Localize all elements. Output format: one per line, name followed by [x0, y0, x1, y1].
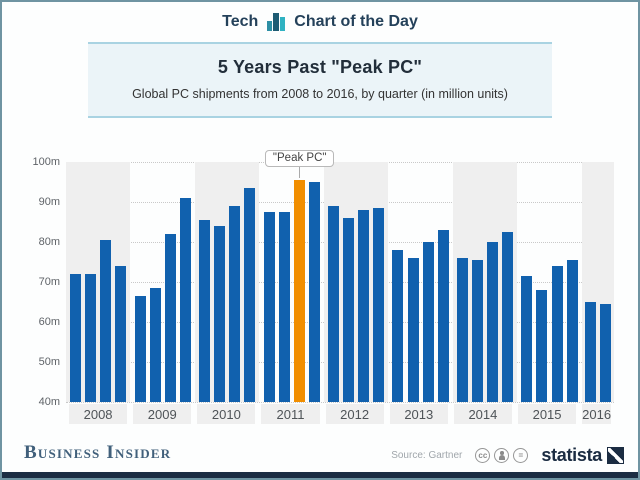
x-year-cell-2012: 2012: [323, 404, 387, 424]
plot-area: [66, 162, 614, 403]
bar-2010-q1: [199, 220, 211, 402]
bar-2012-q1: [327, 206, 339, 402]
year-group-2014: [452, 162, 518, 402]
bar-2010-q3: [229, 206, 241, 402]
business-insider-logo: Business Insider: [24, 442, 172, 463]
x-year-cell-2015: 2015: [515, 404, 579, 424]
bar-groups: [66, 162, 614, 402]
statista-logo-mark: [607, 447, 624, 464]
year-group-2010: [194, 162, 260, 402]
bar-2014-q2: [472, 260, 483, 402]
footer: Business Insider Source: Gartner cc = st…: [2, 430, 638, 470]
header-section-label: Tech: [222, 13, 259, 30]
bar-2011-q2: [278, 212, 290, 402]
bar-2011-q4: [308, 182, 320, 402]
creative-commons-icons: cc =: [475, 448, 529, 463]
y-tick-label: 50m: [38, 356, 60, 368]
bar-2010-q2: [214, 226, 226, 402]
bar-2013-q4: [437, 230, 449, 402]
y-tick-label: 70m: [38, 276, 60, 288]
x-year-cell-2013: 2013: [387, 404, 451, 424]
y-tick-label: 100m: [32, 156, 60, 168]
x-year-cell-2009: 2009: [130, 404, 194, 424]
header: Tech Chart of the Day: [2, 9, 638, 35]
bar-2014-q1: [456, 258, 468, 402]
year-group-2016: [581, 162, 614, 402]
bar-2012-q2: [343, 218, 355, 402]
bar-2010-q4: [244, 188, 256, 402]
header-title: Chart of the Day: [294, 13, 418, 30]
source-credit: Source: Gartner: [391, 450, 463, 461]
statista-logo-text: statista: [541, 445, 602, 465]
bar-2014-q3: [487, 242, 499, 402]
by-person-icon: [494, 448, 510, 463]
y-tick-label: 90m: [38, 196, 60, 208]
chart-subtitle: Global PC shipments from 2008 to 2016, b…: [132, 87, 508, 101]
bar-2013-q2: [407, 258, 419, 402]
bar-2011-q3-peak: [293, 180, 305, 402]
bar-2015-q3: [551, 266, 563, 402]
y-tick-label: 40m: [38, 396, 60, 408]
cc-icon: cc: [475, 448, 491, 463]
bar-2016-q1: [585, 302, 597, 402]
year-group-2008: [66, 162, 131, 402]
chart-title: 5 Years Past "Peak PC": [217, 57, 423, 77]
year-group-2009: [130, 162, 194, 402]
bar-2009-q1: [134, 296, 146, 402]
bar-2009-q4: [179, 198, 191, 402]
x-axis-year-band: 2008 2009 2010 2011 2012 2013 2014 2015 2016: [66, 404, 614, 424]
bar-2016-q2: [599, 304, 611, 402]
bar-2012-q4: [373, 208, 385, 402]
year-group-2012: [323, 162, 389, 402]
bar-2011-q1: [263, 212, 275, 402]
bar-2008-q3: [100, 240, 112, 402]
bar-2008-q1: [70, 274, 82, 402]
bottom-navy-bar: [2, 472, 638, 478]
y-tick-label: 80m: [38, 236, 60, 248]
year-group-2013: [388, 162, 452, 402]
year-group-2011: [259, 162, 323, 402]
bar-2009-q3: [164, 234, 176, 402]
x-year-cell-2011: 2011: [258, 404, 322, 424]
statista-logo: statista: [541, 445, 624, 466]
y-tick-label: 60m: [38, 316, 60, 328]
bar-2009-q2: [149, 288, 161, 402]
peak-pc-annotation-label: "Peak PC": [264, 150, 335, 167]
bar-2008-q4: [115, 266, 127, 402]
bar-2015-q2: [536, 290, 548, 402]
bar-chart-icon: [267, 13, 286, 31]
gridline: [66, 402, 614, 403]
x-year-cell-2014: 2014: [451, 404, 515, 424]
peak-pc-annotation: "Peak PC": [260, 148, 340, 178]
x-year-cell-2016: 2016: [579, 404, 614, 424]
x-year-cell-2010: 2010: [194, 404, 258, 424]
bar-2013-q3: [422, 242, 434, 402]
year-group-2015: [517, 162, 581, 402]
x-year-cell-2008: 2008: [66, 404, 130, 424]
annotation-connector-line: [299, 167, 301, 178]
title-panel: 5 Years Past "Peak PC" Global PC shipmen…: [88, 42, 552, 118]
bar-2015-q4: [566, 260, 578, 402]
bar-2008-q2: [85, 274, 97, 402]
bar-2013-q1: [392, 250, 404, 402]
bar-2012-q3: [358, 210, 370, 402]
bar-2015-q1: [521, 276, 533, 402]
bar-2014-q4: [502, 232, 514, 402]
nd-equals-icon: =: [513, 448, 529, 463]
